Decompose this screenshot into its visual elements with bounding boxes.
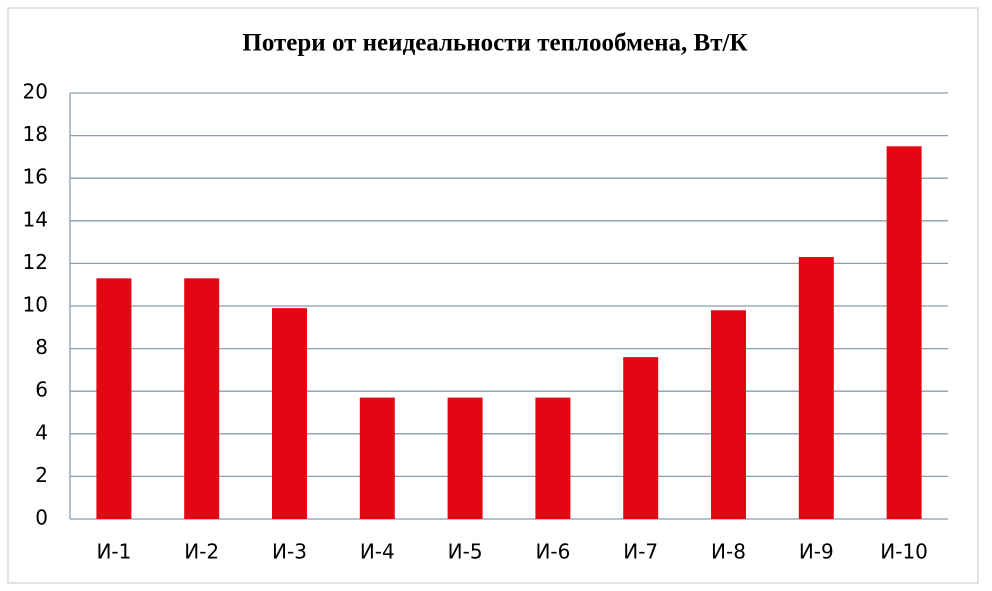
y-tick-label: 20 [23,80,48,104]
bar [711,310,746,519]
y-tick-label: 2 [35,463,48,487]
x-tick-label: И-6 [535,540,570,564]
x-tick-label: И-3 [272,540,307,564]
bar [96,278,132,519]
bar [798,257,834,519]
bar [359,397,395,519]
x-tick-label: И-10 [880,540,928,564]
x-tick-label: И-4 [360,540,395,564]
bar [184,278,220,519]
y-tick-label: 16 [23,165,48,189]
x-tick-label: И-7 [623,540,658,564]
bar [623,357,659,519]
y-tick-label: 4 [35,420,48,444]
bar [535,397,571,519]
x-tick-label: И-8 [711,540,746,564]
y-tick-label: 14 [23,207,48,231]
chart-title: Потери от неидеальности теплообмена, Вт/… [242,30,747,57]
bar [447,397,483,519]
x-tick-label: И-5 [448,540,483,564]
y-tick-label: 10 [23,293,48,317]
bar [272,308,307,519]
y-tick-label: 18 [23,122,48,146]
bar [886,146,922,519]
y-tick-label: 12 [23,250,48,274]
y-tick-label: 0 [35,506,48,530]
y-tick-label: 8 [35,335,48,359]
x-tick-label: И-2 [184,540,219,564]
y-tick-label: 6 [35,378,48,402]
x-tick-label: И-1 [96,540,131,564]
x-tick-label: И-9 [799,540,834,564]
